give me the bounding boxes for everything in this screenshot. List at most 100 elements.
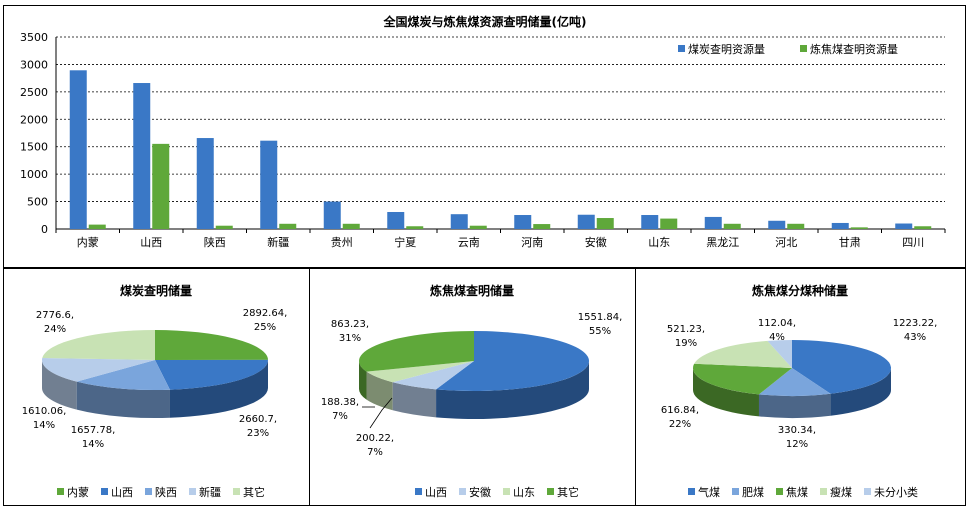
- y-tick-label: 1500: [20, 141, 48, 154]
- data-label-其它: 2776.6, 24%: [36, 310, 74, 335]
- pie-wall-山西: [436, 361, 589, 419]
- bar-coal-内蒙: [69, 70, 87, 230]
- data-label-pct: 23%: [247, 428, 269, 439]
- data-label-pct: 31%: [339, 333, 361, 344]
- pie-wall-肥煤: [758, 393, 831, 419]
- pie-slice-瘦煤: [694, 340, 792, 368]
- bar-coking-宁夏: [406, 226, 424, 229]
- bar-coal-贵州: [323, 201, 341, 229]
- x-tick-label: 内蒙: [77, 235, 99, 249]
- pie-slice-陕西: [76, 360, 170, 391]
- legend-swatch: [800, 45, 807, 52]
- data-label-内蒙: 2892.64, 25%: [243, 308, 288, 333]
- pie-cokegrade: 1223.22, 43% 330.34, 12% 616.84, 22% 521.23, 19…: [661, 318, 937, 499]
- data-label-新疆: 1610.06, 14%: [22, 406, 67, 431]
- legend-label: 新疆: [199, 485, 221, 499]
- y-tick-label: 2000: [20, 113, 48, 126]
- bar-coking-云南: [469, 225, 487, 229]
- legend-swatch: [678, 45, 685, 52]
- bar-coking-黑龙江: [723, 223, 741, 229]
- pie-slice-焦煤: [693, 363, 792, 395]
- pie-slice-山东: [366, 361, 474, 383]
- data-label-value: 2892.64,: [243, 308, 288, 319]
- bar-chart-title: 全国煤炭与炼焦煤资源查明储量(亿吨): [383, 14, 587, 29]
- data-label-value: 330.34,: [778, 425, 816, 436]
- legend-label: 煤炭查明资源量: [688, 42, 765, 56]
- legend-swatch: [459, 488, 466, 495]
- legend-label: 其它: [557, 485, 579, 499]
- legend-swatch: [820, 488, 827, 495]
- leader-line: [369, 397, 393, 429]
- pie-slice-未分小类: [767, 340, 792, 368]
- pie-charts: 2892.64, 25%2660.7, 23%1657.78, 14%1610.06,…: [22, 308, 938, 499]
- x-tick-label: 陕西: [204, 235, 226, 249]
- legend-label: 肥煤: [742, 486, 764, 499]
- bar-coal-山西: [133, 83, 151, 229]
- legend-label: 山东: [513, 486, 535, 499]
- data-label-pct: 7%: [332, 411, 348, 422]
- data-label-value: 521.23,: [667, 324, 705, 335]
- data-label-value: 2776.6,: [36, 310, 74, 321]
- data-label-value: 1223.22,: [893, 318, 938, 329]
- x-tick-label: 新疆: [267, 235, 289, 249]
- pie1-title: 煤炭查明储量: [120, 283, 192, 298]
- bar-coking-陕西: [215, 225, 233, 229]
- pie-slice-气煤: [792, 340, 892, 394]
- data-label-pct: 14%: [82, 439, 104, 450]
- data-label-瘦煤: 521.23, 19%: [667, 324, 705, 349]
- legend-swatch: [145, 488, 152, 495]
- data-label-肥煤: 330.34, 12%: [778, 425, 816, 450]
- legend-swatch: [732, 488, 739, 495]
- data-label-value: 1610.06,: [22, 406, 67, 417]
- x-tick-label: 贵州: [331, 236, 353, 249]
- bar-coking-安徽: [596, 218, 614, 229]
- pie-wall-气煤: [830, 368, 891, 416]
- data-label-pct: 14%: [33, 420, 55, 431]
- data-label-气煤: 1223.22, 43%: [893, 318, 938, 343]
- pie-wall-山西: [169, 360, 268, 418]
- legend-label: 瘦煤: [830, 485, 852, 499]
- legend-label: 山西: [111, 486, 133, 499]
- bar-coal-新疆: [260, 140, 278, 229]
- x-tick-label: 河北: [775, 236, 797, 249]
- bar-coal-四川: [895, 223, 913, 229]
- bar-coal-云南: [450, 214, 468, 229]
- pie-slice-肥煤: [758, 368, 831, 397]
- y-tick-label: 1000: [20, 168, 48, 181]
- pie-slice-其它: [358, 331, 474, 372]
- legend-label: 未分小类: [874, 485, 918, 499]
- legend-label: 内蒙: [67, 485, 89, 499]
- bar-coal-河北: [768, 220, 786, 229]
- pie-wall-新疆: [42, 360, 77, 410]
- data-label-山西: 1551.84, 55%: [578, 312, 623, 337]
- legend-swatch: [776, 488, 783, 495]
- legend-label: 山西: [425, 486, 447, 499]
- bar-coking-贵州: [342, 223, 360, 229]
- data-label-pct: 22%: [669, 419, 691, 430]
- x-tick-label: 河南: [521, 236, 543, 249]
- data-label-pct: 55%: [589, 326, 611, 337]
- bar-coking-新疆: [279, 223, 297, 229]
- pie-wall-其它: [358, 361, 367, 400]
- pie2-title: 炼焦煤查明储量: [430, 283, 514, 298]
- data-label-其它: 863.23, 31%: [331, 319, 369, 344]
- legend-swatch: [101, 488, 108, 495]
- x-tick-label: 山东: [648, 236, 670, 249]
- data-label-pct: 4%: [769, 332, 785, 343]
- x-tick-label: 四川: [902, 236, 924, 249]
- x-tick-label: 甘肃: [839, 236, 861, 249]
- pie-coking: 1551.84, 55% 200.22, 7% 188.38, 7% 863.23, 31% 山…: [321, 312, 622, 499]
- data-label-value: 863.23,: [331, 319, 369, 330]
- data-label-value: 2660.7,: [239, 414, 277, 425]
- x-tick-label: 云南: [458, 236, 480, 249]
- legend-swatch: [547, 488, 554, 495]
- x-tick-label: 安徽: [585, 235, 607, 249]
- pie-slice-山西: [436, 331, 589, 391]
- legend-swatch: [189, 488, 196, 495]
- pie-wall-安徽: [392, 382, 437, 418]
- data-label-value: 616.84,: [661, 405, 699, 416]
- pie-wall-陕西: [76, 381, 170, 418]
- data-label-pct: 25%: [254, 322, 276, 333]
